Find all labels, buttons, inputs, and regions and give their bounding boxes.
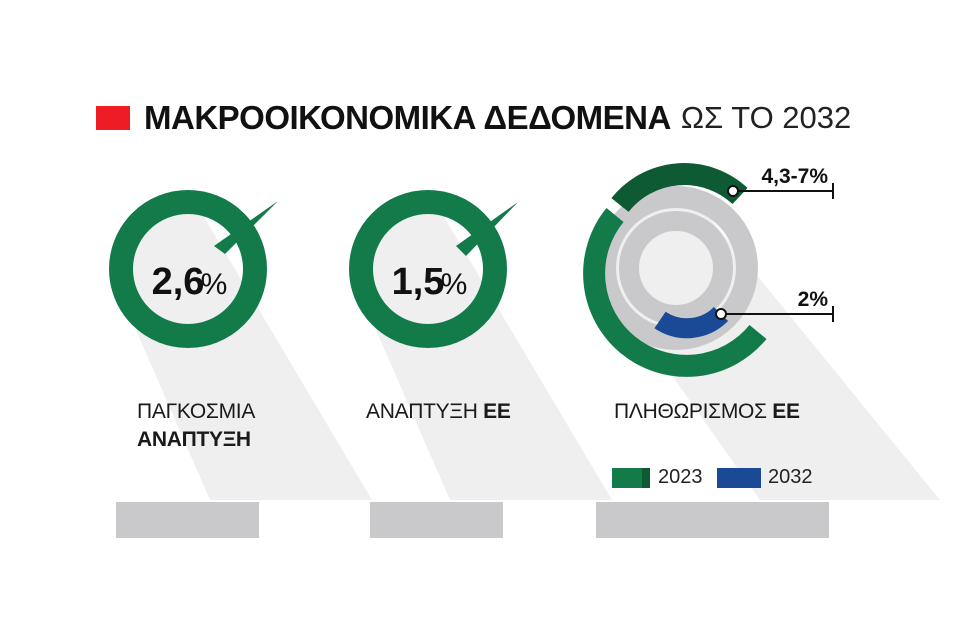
legend-swatch-2023-darkgreen xyxy=(642,468,650,488)
caption-inflation-plain: ΠΛΗΘΩΡΙΣΜΟΣ xyxy=(614,400,767,423)
shadow-inflation-eu xyxy=(596,176,940,500)
value-eu: 1,5 xyxy=(392,261,445,303)
caption-world-line2: ΑΝΑΠΤΥΞΗ xyxy=(137,428,251,451)
label-2032-value: 2% xyxy=(798,288,829,311)
legend-swatch-2032-blue xyxy=(717,468,761,488)
legend-label-2023: 2023 xyxy=(658,466,703,488)
marker-2023 xyxy=(727,185,739,197)
outer-arc-2023-green xyxy=(583,208,767,377)
inner-arc-2032-blue xyxy=(654,306,729,339)
title-bold-text: ΜΑΚΡΟΟΙΚΟΝΟΜΙΚΑ ΔΕΔΟΜΕΝΑ xyxy=(144,99,671,136)
caption-growth-eu: ΑΝΑΠΤΥΞΗ ΕΕ xyxy=(366,398,511,426)
shadow-growth-eu xyxy=(349,190,612,500)
caption-eu-plain: ΑΝΑΠΤΥΞΗ xyxy=(366,400,478,423)
legend-swatch-2023-green xyxy=(612,468,642,488)
caption-eu-bold: ΕΕ xyxy=(483,400,511,423)
shadow-growth-world xyxy=(109,190,372,500)
legend-label-2032: 2032 xyxy=(768,466,813,488)
donut-ring-eu xyxy=(349,190,507,348)
caption-world-line1: ΠΑΓΚΟΣΜΙΑ xyxy=(137,400,256,423)
title-red-square xyxy=(96,106,130,130)
marker-2032 xyxy=(715,308,727,320)
placeholder-bar-world xyxy=(116,502,259,538)
unit-world: % xyxy=(201,268,228,301)
unit-eu: % xyxy=(441,268,468,301)
outer-arc-2023-darkgreen xyxy=(611,163,748,213)
donut-growth-eu: 1,5 % xyxy=(349,190,518,348)
caption-inflation-eu: ΠΛΗΘΩΡΙΣΜΟΣ ΕΕ xyxy=(614,398,800,426)
placeholder-bar-inflation xyxy=(596,502,829,538)
title-light-text: ΩΣ ΤΟ 2032 xyxy=(680,100,852,135)
caption-inflation-bold: ΕΕ xyxy=(772,400,800,423)
donut-inflation-eu: 4,3-7% 2% xyxy=(583,163,834,377)
chart-title: ΜΑΚΡΟΟΙΚΟΝΟΜΙΚΑ ΔΕΔΟΜΕΝΑ ΩΣ ΤΟ 2032 xyxy=(96,96,851,140)
value-world: 2,6 xyxy=(152,261,205,303)
inner-ring-gray xyxy=(619,211,733,325)
pointer-eu xyxy=(456,202,518,256)
label-2023-range: 4,3-7% xyxy=(761,165,828,188)
pointer-world xyxy=(214,201,278,254)
caption-growth-world: ΠΑΓΚΟΣΜΙΑ ΑΝΑΠΤΥΞΗ xyxy=(137,398,255,454)
donut-growth-world: 2,6 % xyxy=(109,190,278,348)
donut-ring-world xyxy=(109,190,267,348)
placeholder-bar-eu xyxy=(370,502,503,538)
